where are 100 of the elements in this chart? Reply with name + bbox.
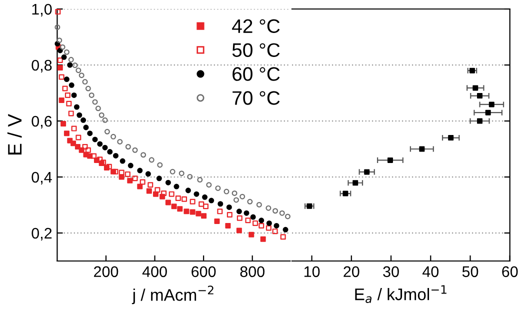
x-tick-label: 200 — [94, 266, 118, 278]
point — [282, 226, 288, 232]
point — [60, 121, 66, 127]
legend-label: 50 °C — [232, 43, 280, 57]
point — [146, 188, 152, 194]
point — [92, 136, 98, 142]
y-axis-title: E / V — [7, 114, 22, 154]
point — [57, 48, 63, 54]
x-tick-label: 800 — [240, 266, 264, 278]
point — [226, 204, 232, 210]
legend-label: 42 °C — [232, 19, 280, 34]
x-axis-title: E$_{a}$ / kJmol$^{−1}$ — [355, 285, 446, 303]
point — [76, 112, 82, 118]
point — [218, 201, 224, 207]
point — [104, 165, 110, 171]
point — [54, 40, 60, 46]
point — [352, 180, 358, 186]
point — [80, 117, 86, 123]
x-tick-label: 30 — [383, 266, 399, 278]
point — [448, 135, 454, 141]
point — [244, 210, 250, 216]
point — [87, 153, 93, 159]
point — [488, 102, 494, 108]
point — [208, 198, 214, 204]
x-tick-label: 10 — [304, 266, 320, 278]
x-axis-title: j / mAcm$^{−2}$ — [132, 286, 214, 304]
point — [68, 82, 74, 88]
point — [78, 147, 84, 153]
point — [165, 180, 171, 186]
point — [260, 236, 266, 242]
legend-label: 70 °C — [232, 91, 280, 105]
point — [194, 191, 200, 197]
point — [477, 118, 483, 124]
x-tick-label: 50 — [462, 266, 478, 278]
point — [248, 232, 254, 238]
point — [153, 191, 158, 197]
legend-label: 60 °C — [232, 67, 280, 81]
point — [419, 146, 425, 152]
y-tick-label: 1,0 — [32, 4, 52, 16]
point — [107, 149, 113, 155]
point — [137, 168, 143, 174]
point — [214, 218, 220, 224]
point — [112, 152, 118, 158]
point — [174, 184, 180, 190]
point — [250, 214, 256, 220]
point — [236, 228, 242, 234]
point — [185, 188, 191, 194]
point — [64, 130, 70, 136]
y-tick-label: 0,8 — [32, 60, 52, 72]
point — [64, 76, 70, 82]
point — [102, 144, 108, 150]
y-tick-label: 0,2 — [32, 228, 52, 240]
point — [387, 157, 393, 163]
x-tick-label: 40 — [422, 266, 439, 278]
point — [165, 200, 171, 206]
x-tick-label: 20 — [344, 266, 360, 278]
point — [236, 208, 242, 214]
point — [57, 65, 63, 71]
point — [274, 222, 280, 228]
point — [201, 213, 207, 219]
point — [97, 141, 103, 147]
point — [258, 218, 264, 224]
point — [120, 158, 126, 164]
point — [306, 203, 312, 209]
point — [127, 178, 133, 184]
point — [469, 68, 475, 74]
point — [83, 124, 89, 130]
point — [145, 171, 151, 177]
point — [74, 104, 80, 110]
point — [171, 204, 177, 210]
point — [87, 130, 93, 136]
y-tick-label: 0,6 — [32, 116, 52, 128]
point — [202, 194, 208, 200]
point — [364, 169, 370, 175]
x-tick-label: 600 — [192, 266, 216, 278]
point — [118, 174, 124, 180]
point — [196, 210, 202, 216]
point — [74, 144, 80, 150]
point — [128, 162, 134, 168]
point — [225, 222, 231, 228]
x-tick-label: 400 — [142, 266, 167, 278]
point — [70, 140, 76, 146]
point — [71, 92, 77, 98]
x-tick-label: 60 — [502, 266, 518, 278]
point — [184, 208, 190, 214]
point — [61, 54, 67, 60]
y-tick-label: 0,4 — [32, 172, 52, 184]
point — [342, 190, 348, 196]
point — [160, 194, 166, 200]
point — [137, 184, 143, 190]
point — [67, 62, 73, 68]
point — [58, 98, 64, 104]
point — [177, 206, 183, 212]
point — [156, 176, 162, 182]
point — [472, 85, 478, 91]
point — [94, 157, 100, 163]
point — [266, 220, 272, 226]
point — [477, 93, 483, 99]
point — [485, 110, 491, 116]
point — [190, 209, 196, 215]
